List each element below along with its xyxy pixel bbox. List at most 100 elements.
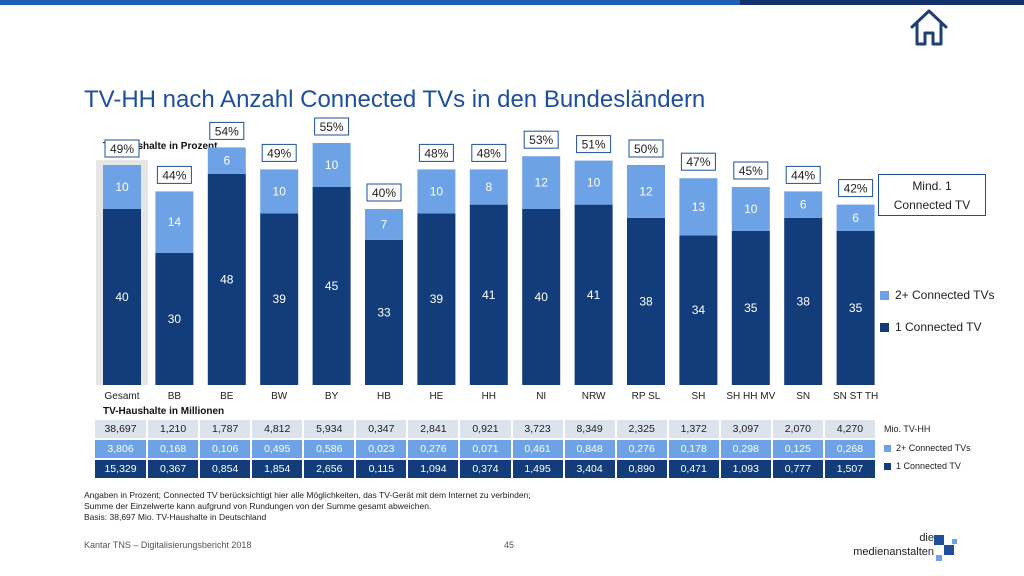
bar-two-plus-connected [417, 169, 456, 214]
home-icon[interactable] [908, 6, 950, 48]
legend-swatch-one [880, 323, 889, 333]
data-label-two-plus-connected: 7 [381, 217, 388, 231]
total-label: 40% [372, 186, 396, 200]
total-label-box [838, 179, 874, 198]
data-label-two-plus-connected: 6 [800, 198, 807, 212]
page-title: TV-HH nach Anzahl Connected TVs in den B… [84, 86, 706, 113]
total-label: 55% [320, 120, 344, 134]
data-label-one-connected: 39 [430, 292, 444, 306]
table-cell: 0,367 [147, 459, 201, 480]
table-cell: 1,507 [823, 459, 878, 480]
table-cell: 3,806 [95, 439, 149, 460]
total-label-box [471, 143, 507, 162]
table-legend-total: Mio. TV-HH [884, 424, 930, 434]
data-label-one-connected: 40 [115, 290, 129, 304]
data-label-two-plus-connected: 10 [744, 202, 758, 216]
data-label-one-connected: 41 [482, 288, 496, 302]
data-label-one-connected: 35 [744, 301, 758, 315]
legend-swatch-two-plus [880, 291, 889, 301]
x-tick-label: HB [377, 391, 391, 402]
bar-two-plus-connected [469, 169, 508, 205]
bar-two-plus-connected [522, 156, 561, 209]
x-tick-label: SH [691, 391, 705, 402]
bar-two-plus-connected [627, 165, 665, 218]
data-label-two-plus-connected: 6 [223, 154, 230, 168]
total-label-box [523, 130, 559, 149]
bar-two-plus-connected [312, 143, 351, 187]
total-label-box [156, 165, 192, 184]
table-cell: 4,812 [251, 420, 305, 440]
data-label-one-connected: 48 [220, 272, 234, 286]
table-cell: 0,071 [459, 439, 513, 460]
data-label-two-plus-connected: 8 [485, 180, 492, 194]
table-subtitle: TV-Haushalte in Millionen [103, 406, 225, 417]
footnotes: Angaben in Prozent; Connected TV berücks… [84, 490, 531, 523]
table-cell: 0,471 [667, 459, 721, 480]
legend-box-line1: Mind. 1 [912, 179, 952, 193]
table-cell: 2,070 [771, 420, 825, 440]
data-label-two-plus-connected: 10 [325, 158, 339, 172]
footnote-2: Summe der Einzelwerte kann aufgrund von … [84, 501, 432, 511]
table-cell: 0,115 [355, 459, 409, 480]
x-tick-label: HH [482, 391, 496, 402]
x-tick-label: NRW [582, 391, 606, 402]
logo-text-line1: die [919, 532, 934, 544]
medienanstalten-logo: die medienanstalten [840, 532, 1020, 568]
legend-one: 1 Connected TV [880, 320, 982, 334]
total-label: 44% [162, 168, 186, 182]
table-cell: 0,106 [199, 439, 253, 460]
table-legend-two-plus: 2+ Connected TVs [884, 443, 971, 453]
bar-one-connected [365, 239, 403, 385]
table-legend-total-label: Mio. TV-HH [884, 424, 931, 434]
bar-two-plus-connected [365, 209, 403, 240]
table-cell: 1,093 [719, 459, 773, 480]
table-cell: 0,374 [459, 459, 513, 480]
bar-two-plus-connected [103, 165, 141, 209]
table-row-one: 15,329 0,367 0,854 1,854 2,656 0,115 1,094 0,37… [95, 459, 878, 480]
bar-one-connected [574, 204, 613, 385]
total-label: 49% [267, 146, 291, 160]
bar-two-plus-connected [207, 147, 246, 174]
data-label-two-plus-connected: 10 [430, 184, 444, 198]
total-label: 42% [844, 182, 868, 196]
table-cell: 3,097 [719, 420, 773, 440]
table-cell: 1,372 [667, 420, 721, 440]
table-cell: 2,325 [615, 420, 669, 440]
x-tick-label: SN ST TH [833, 391, 878, 402]
total-label: 51% [582, 138, 606, 152]
table-legend-one-label: 1 Connected TV [896, 461, 961, 471]
table-cell: 1,210 [147, 420, 201, 440]
data-label-one-connected: 38 [639, 294, 653, 308]
table-cell: 0,168 [147, 439, 201, 460]
total-label: 54% [215, 124, 239, 138]
data-label-two-plus-connected: 10 [115, 180, 129, 194]
data-label-one-connected: 30 [168, 312, 182, 326]
top-accent-bar [0, 0, 1024, 5]
table-cell: 0,347 [355, 420, 409, 440]
x-tick-label: BW [271, 391, 288, 402]
legend-box-line2: Connected TV [893, 198, 971, 212]
table-cell: 1,787 [199, 420, 253, 440]
total-label-box [104, 139, 140, 158]
data-label-two-plus-connected: 13 [692, 200, 706, 214]
source-label: Kantar TNS – Digitalisierungsbericht 201… [84, 540, 252, 550]
bar-one-connected [679, 235, 718, 385]
total-label-box [209, 121, 245, 140]
total-label-box [366, 183, 402, 202]
table-legend-swatch-one [884, 463, 891, 471]
bar-one-connected [103, 209, 141, 385]
table-cell: 4,270 [823, 420, 878, 440]
total-label-box [680, 152, 716, 171]
data-label-one-connected: 39 [273, 292, 287, 306]
total-label-box [576, 135, 612, 154]
x-tick-label: Gesamt [104, 391, 139, 402]
legend-two-plus: 2+ Connected TVs [880, 288, 995, 302]
bar-two-plus-connected [574, 160, 613, 205]
bar-two-plus-connected [836, 204, 875, 231]
x-tick-label: SN [796, 391, 810, 402]
table-cell: 0,023 [355, 439, 409, 460]
table-cell: 1,094 [407, 459, 461, 480]
chart-subtitle: TV-Haushalte in Prozent [103, 141, 218, 152]
bar-one-connected [522, 209, 561, 385]
legend-min-one-connected: Mind. 1 Connected TV [878, 174, 986, 216]
